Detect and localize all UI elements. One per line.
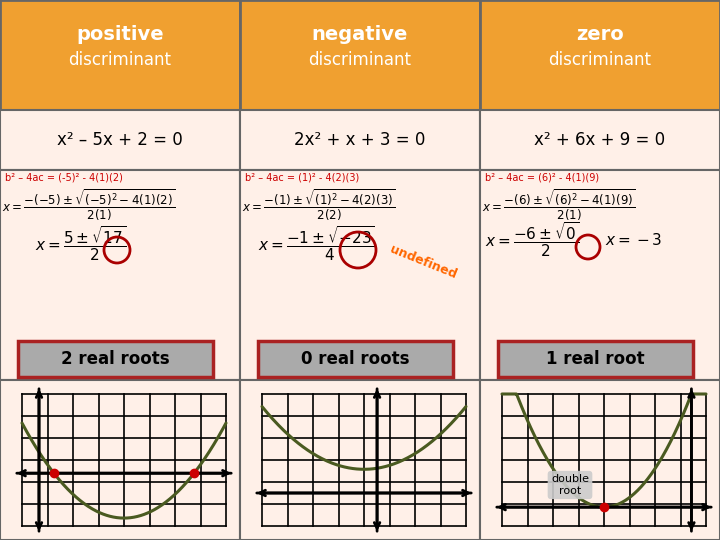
Bar [0,0,240,110]
Text: $x = \dfrac{-(-5)\pm\sqrt{(-5)^2-4(1)(2)}}{2(1)}$: $x = \dfrac{-(-5)\pm\sqrt{(-5)^2-4(1)(2)… [2,187,176,222]
Text: discriminant: discriminant [549,51,652,69]
Text: discriminant: discriminant [68,51,171,69]
Text: 0 real roots: 0 real roots [301,350,409,368]
Text: b² – 4ac = (1)² - 4(2)(3): b² – 4ac = (1)² - 4(2)(3) [245,173,359,183]
Text: positive: positive [76,25,164,44]
Text: $x = \dfrac{5\pm\sqrt{17}}{2}$: $x = \dfrac{5\pm\sqrt{17}}{2}$ [35,225,126,264]
Text: $x = \dfrac{-6\pm\sqrt{0}}{2}$: $x = \dfrac{-6\pm\sqrt{0}}{2}$ [485,221,579,259]
Bar [480,110,720,170]
Text: double
root: double root [551,474,589,496]
Text: $x = -3$: $x = -3$ [605,232,662,248]
Bar [0,170,240,380]
Text: b² – 4ac = (6)² - 4(1)(9): b² – 4ac = (6)² - 4(1)(9) [485,173,599,183]
Bar [240,0,480,110]
Bar [498,341,693,377]
Text: x² – 5x + 2 = 0: x² – 5x + 2 = 0 [57,131,183,149]
Bar [240,110,480,170]
Text: b² – 4ac = (-5)² - 4(1)(2): b² – 4ac = (-5)² - 4(1)(2) [5,173,123,183]
Bar [0,380,240,540]
Bar [240,170,480,380]
Text: negative: negative [312,25,408,44]
Text: x² + 6x + 9 = 0: x² + 6x + 9 = 0 [534,131,665,149]
Text: undefined: undefined [388,242,459,281]
Text: 1 real root: 1 real root [546,350,644,368]
Bar [480,380,720,540]
Text: zero: zero [576,25,624,44]
Text: $x = \dfrac{-(1)\pm\sqrt{(1)^2-4(2)(3)}}{2(2)}$: $x = \dfrac{-(1)\pm\sqrt{(1)^2-4(2)(3)}}… [242,187,396,222]
Bar [258,341,453,377]
Bar [0,110,240,170]
Bar [480,170,720,380]
Text: 2x² + x + 3 = 0: 2x² + x + 3 = 0 [294,131,426,149]
Bar [18,341,213,377]
Text: 2 real roots: 2 real roots [60,350,169,368]
Bar [240,380,480,540]
Bar [480,0,720,110]
Text: $x = \dfrac{-(6)\pm\sqrt{(6)^2-4(1)(9)}}{2(1)}$: $x = \dfrac{-(6)\pm\sqrt{(6)^2-4(1)(9)}}… [482,187,636,222]
Text: discriminant: discriminant [308,51,412,69]
Text: $x = \dfrac{-1\pm\sqrt{-23}}{4}$: $x = \dfrac{-1\pm\sqrt{-23}}{4}$ [258,225,374,264]
